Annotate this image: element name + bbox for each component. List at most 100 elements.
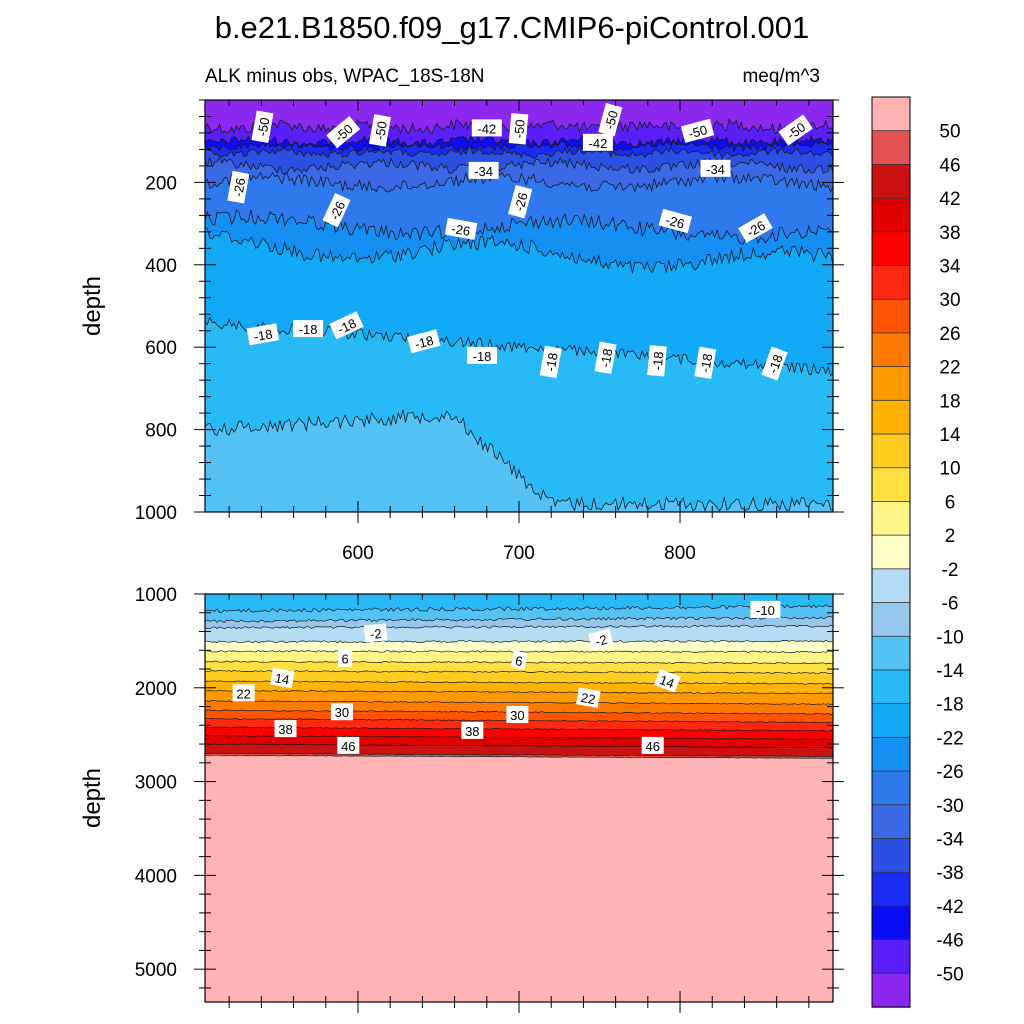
colorbar-box	[871, 568, 911, 604]
colorbar-box	[871, 939, 911, 974]
bottom-axes: 1000 2000 3000 4000 5000	[135, 585, 844, 1013]
contour-label-text: -26	[664, 212, 686, 231]
colorbar-box	[871, 838, 911, 873]
contour-label-text: -50	[511, 119, 528, 139]
contour-label-text: -50	[254, 116, 272, 137]
contour-line	[204, 639, 834, 644]
colorbar-label: -14	[936, 661, 964, 682]
colorbar-box	[871, 871, 911, 907]
contour-line	[204, 156, 834, 174]
colorbar-label: 22	[939, 358, 960, 379]
contour-label: 38	[461, 721, 484, 739]
contour-label: 22	[232, 684, 255, 702]
colorbar-label: -46	[936, 931, 963, 952]
contour-label-text: 6	[514, 653, 524, 669]
colorbar-box	[871, 467, 911, 503]
contour-label-text: 22	[580, 690, 597, 707]
y-tick-label: 4000	[135, 866, 177, 887]
colorbar-label: 14	[939, 425, 961, 446]
contour-line	[204, 726, 834, 732]
colorbar-label: -6	[942, 594, 959, 615]
contour-label-text: -18	[299, 322, 318, 337]
top-panel: -50 -50 -50 -42 -50 -50-42-50 -50-34 -34-26-26-…	[79, 99, 844, 564]
contour-line	[204, 743, 834, 749]
contour-label: -26	[444, 217, 478, 240]
contour-label: -18	[329, 311, 364, 340]
colorbar-label: 50	[939, 122, 960, 143]
contour-label: -50	[598, 102, 623, 137]
contour-label: -10	[750, 600, 781, 618]
contour-line	[204, 615, 834, 623]
contour-label: -18	[467, 346, 497, 364]
contour-label-text: 46	[341, 739, 355, 754]
top-contour-fill	[205, 100, 833, 513]
contour-line	[204, 624, 834, 630]
colorbar-label: -10	[936, 627, 963, 648]
y-tick-label: 2000	[135, 679, 177, 700]
colorbar-box	[871, 231, 911, 267]
colorbar-box	[871, 96, 911, 132]
contour-label-text: -18	[697, 352, 715, 373]
colorbar-box	[871, 433, 911, 469]
contour-line	[204, 689, 834, 695]
contour-label-text: 46	[645, 739, 659, 754]
contour-label-text: -26	[450, 221, 471, 239]
contour-label: -18	[694, 346, 717, 380]
colorbar-box	[871, 736, 911, 772]
colorbar-label: -42	[936, 897, 963, 918]
contour-label: -18	[594, 341, 617, 375]
contour-label: -26	[508, 184, 533, 219]
bottom-panel: -10 -2 -2 6 6 14 14 22 22 30 30 38 38 46 46 1000 2000 30…	[79, 585, 844, 1013]
contour-label: -2	[363, 623, 388, 643]
contour-label-text: 14	[274, 670, 291, 687]
contour-label-text: -18	[543, 352, 561, 373]
colorbar-label: 26	[939, 324, 960, 345]
colorbar-label: 42	[939, 189, 960, 210]
colorbar-label: 34	[939, 257, 961, 278]
colorbar-label: 10	[939, 459, 960, 480]
contour-label: -18	[647, 345, 667, 377]
contour-label: -18	[246, 323, 280, 346]
colorbar-label: -18	[936, 695, 963, 716]
contour-line	[204, 209, 834, 245]
contour-label-text: -10	[756, 603, 775, 618]
contour-label-text: -34	[706, 162, 725, 177]
y-tick-label: 400	[145, 256, 177, 277]
colorbar-box	[871, 804, 911, 840]
colorbar-label: 46	[939, 155, 960, 176]
contour-band	[205, 409, 833, 512]
contour-label: -26	[658, 208, 693, 234]
colorbar-label: -50	[936, 964, 963, 985]
contour-label: -26	[322, 193, 351, 228]
contour-label: -50	[508, 113, 529, 145]
colorbar-label: 6	[945, 492, 956, 513]
contour-label-text: -26	[230, 177, 248, 198]
contour-label-text: -2	[594, 632, 609, 649]
contour-line	[204, 146, 834, 159]
contour-label: 6	[510, 650, 528, 670]
contour-label-text: -18	[335, 315, 358, 337]
contour-label: 14	[654, 668, 681, 693]
contour-label: -18	[539, 345, 562, 379]
contour-label: 46	[337, 736, 360, 754]
colorbar-label: -2	[942, 560, 959, 581]
colorbar-box	[871, 501, 911, 536]
colorbar-label: -34	[936, 830, 964, 851]
contour-label: 46	[641, 736, 664, 754]
y-tick-label: 600	[145, 338, 177, 359]
top-contour-labels: -50 -50 -50 -42 -50 -50-42-50 -50-34 -34-26-26-…	[227, 102, 813, 381]
contour-line	[204, 604, 834, 613]
subtitle-right: meq/m^3	[742, 66, 820, 87]
contour-label-text: -18	[473, 349, 492, 364]
colorbar-label: -22	[936, 728, 963, 749]
contour-label: 38	[274, 720, 297, 738]
colorbar-box	[871, 972, 911, 1008]
x-tick-label: 700	[503, 543, 535, 564]
contour-label: 30	[506, 706, 529, 723]
colorbar-label: 18	[939, 391, 960, 412]
contour-line	[204, 226, 834, 274]
bottom-contour-lines	[204, 604, 834, 759]
contour-label: -18	[761, 346, 788, 381]
y-tick-label: 200	[145, 173, 177, 194]
colorbar-box	[871, 197, 911, 233]
